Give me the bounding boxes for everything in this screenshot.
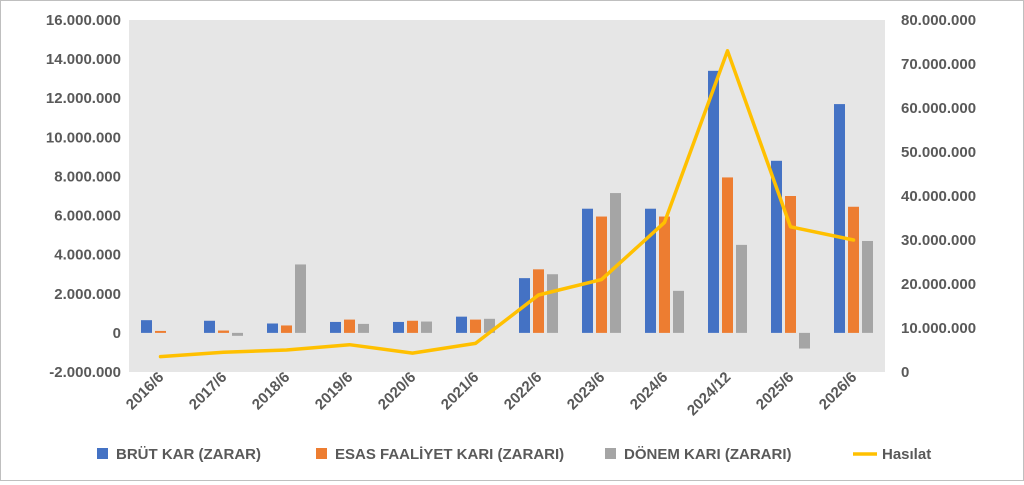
x-tick-label: 2024/6	[627, 369, 671, 413]
right-tick-label: 70.000.000	[901, 56, 976, 73]
x-tick-label: 2024/12	[684, 369, 734, 419]
bar	[407, 320, 418, 333]
x-tick-label: 2023/6	[564, 369, 608, 413]
right-tick-label: 80.000.000	[901, 12, 976, 29]
hasilat-line	[158, 49, 856, 359]
left-tick-label: 16.000.000	[46, 12, 121, 29]
bar	[155, 330, 166, 333]
legend-swatch	[316, 448, 327, 459]
x-tick-label: 2022/6	[501, 369, 545, 413]
line-series	[158, 49, 856, 359]
legend-label: BRÜT KAR (ZARAR)	[116, 446, 261, 463]
bar	[645, 208, 656, 333]
bar	[722, 177, 733, 333]
bar	[610, 193, 621, 333]
bar	[582, 208, 593, 333]
bar	[799, 332, 810, 349]
left-tick-label: 6.000.000	[54, 208, 121, 225]
x-axis: 2016/6 2017/6 2018/6 2019/6 2020/6 2021/6 2022…	[123, 369, 860, 419]
bar	[484, 318, 495, 333]
right-tick-label: 60.000.000	[901, 100, 976, 117]
x-tick-label: 2026/6	[816, 369, 860, 413]
left-tick-label: 0	[113, 325, 121, 342]
right-tick-label: 20.000.000	[901, 276, 976, 293]
right-tick-label: 30.000.000	[901, 232, 976, 249]
bar	[470, 319, 481, 333]
x-tick-label: 2021/6	[438, 369, 482, 413]
x-tick-label: 2016/6	[123, 369, 167, 413]
right-tick-label: 40.000.000	[901, 188, 976, 205]
bar	[295, 264, 306, 333]
bar	[673, 290, 684, 333]
legend-label: Hasılat	[882, 446, 931, 463]
bar	[456, 316, 467, 333]
bar	[344, 319, 355, 333]
bar	[330, 321, 341, 333]
left-tick-label: 12.000.000	[46, 90, 121, 107]
right-axis: 0 10.000.000 20.000.000 30.000.000 40.000.00…	[901, 12, 976, 381]
bar	[218, 330, 229, 333]
bar	[848, 206, 859, 333]
right-tick-label: 10.000.000	[901, 320, 976, 337]
bar	[281, 325, 292, 333]
bar	[393, 321, 404, 333]
bar	[771, 160, 782, 333]
bar	[204, 320, 215, 333]
left-tick-label: 10.000.000	[46, 129, 121, 146]
legend-swatch	[605, 448, 616, 459]
bar	[596, 216, 607, 333]
bar	[708, 70, 719, 333]
x-tick-label: 2018/6	[249, 369, 293, 413]
bar-series	[141, 70, 873, 349]
right-tick-label: 50.000.000	[901, 144, 976, 161]
bar	[358, 323, 369, 333]
left-tick-label: 14.000.000	[46, 51, 121, 68]
bar	[736, 244, 747, 333]
left-tick-label: 4.000.000	[54, 247, 121, 264]
bar	[834, 104, 845, 333]
legend-label: ESAS FAALİYET KARI (ZARARI)	[335, 446, 564, 463]
x-tick-label: 2019/6	[312, 369, 356, 413]
bar	[267, 323, 278, 333]
legend: BRÜT KAR (ZARAR) ESAS FAALİYET KARI (ZARA…	[97, 446, 931, 463]
left-tick-label: 8.000.000	[54, 168, 121, 185]
bar	[533, 269, 544, 333]
bar	[232, 332, 243, 336]
bar	[421, 321, 432, 333]
legend-label: DÖNEM KARI (ZARARI)	[624, 446, 791, 463]
x-tick-label: 2020/6	[375, 369, 419, 413]
legend-swatch	[97, 448, 108, 459]
right-tick-label: 0	[901, 364, 909, 381]
bar	[785, 196, 796, 333]
bar	[862, 240, 873, 333]
bar	[141, 320, 152, 333]
x-tick-label: 2025/6	[753, 369, 797, 413]
left-axis: -2.000.000 0 2.000.000 4.000.000 6.000.000 8.…	[46, 12, 121, 381]
x-tick-label: 2017/6	[186, 369, 230, 413]
bar	[659, 216, 670, 333]
left-tick-label: 2.000.000	[54, 286, 121, 303]
left-tick-label: -2.000.000	[49, 364, 121, 381]
bar	[547, 274, 558, 333]
plot-area	[129, 20, 885, 372]
